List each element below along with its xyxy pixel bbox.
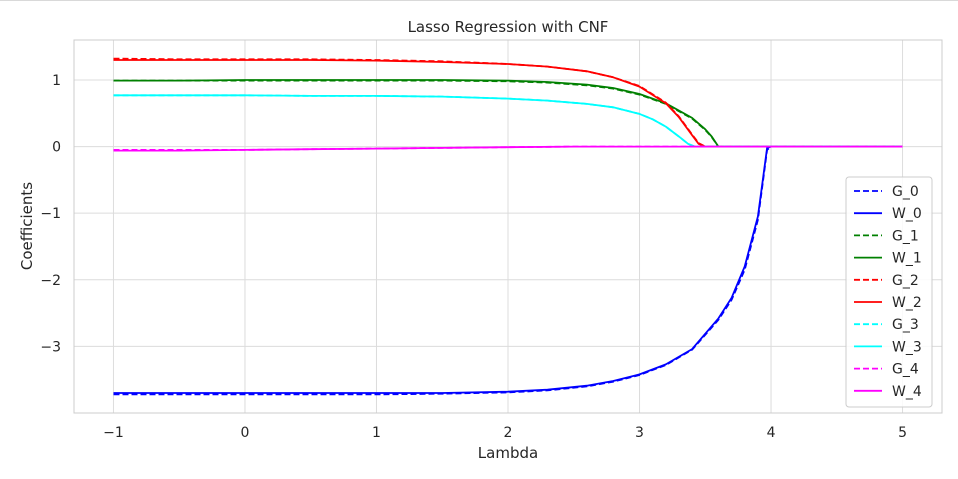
series-layer — [113, 57, 903, 396]
legend-label: G_2 — [892, 273, 919, 289]
y-tick-label: −2 — [40, 273, 61, 289]
y-tick-label: −3 — [40, 339, 61, 355]
plot-frame — [73, 39, 943, 414]
legend-label: W_2 — [892, 295, 922, 311]
series-line-w-0 — [113, 145, 903, 394]
x-tick-label: −1 — [103, 425, 124, 441]
plot-area-border — [73, 39, 943, 414]
legend-label: G_1 — [892, 228, 919, 244]
y-tick-label: 1 — [52, 73, 61, 89]
x-tick-label: 5 — [898, 425, 907, 441]
y-axis-label: Coefficients — [18, 182, 36, 270]
legend-label: G_0 — [892, 184, 919, 200]
x-axis-label: Lambda — [478, 444, 538, 462]
x-tick-label: 1 — [372, 425, 381, 441]
legend-label: W_4 — [892, 384, 922, 400]
legend-label: G_3 — [892, 317, 919, 333]
legend-label: W_3 — [892, 339, 922, 355]
y-tick-label: −1 — [40, 206, 61, 222]
x-tick-label: 3 — [635, 425, 644, 441]
tick-labels: −1 0 1 2 3 4 5 −3 −2 −1 0 1 — [40, 73, 907, 441]
x-tick-label: 2 — [504, 425, 513, 441]
y-tick-label: 0 — [52, 140, 61, 156]
x-tick-label: 0 — [241, 425, 250, 441]
legend-label: W_1 — [892, 251, 922, 267]
legend-label: W_0 — [892, 206, 922, 222]
x-tick-label: 4 — [767, 425, 776, 441]
legend: G_0 W_0 G_1 W_1 G_2 W_2 G_3 W_3 G_4 W_4 — [845, 176, 933, 408]
series-line-w-4 — [113, 145, 903, 152]
chart-title: Lasso Regression with CNF — [408, 18, 609, 36]
legend-label: G_4 — [892, 362, 919, 378]
